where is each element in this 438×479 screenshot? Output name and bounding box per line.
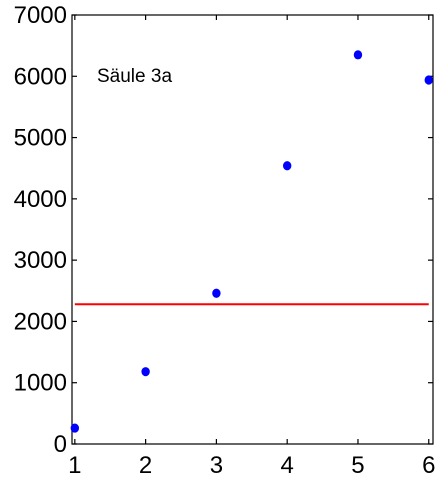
y-tick-label: 6000 bbox=[14, 63, 67, 90]
y-axis: 0 1000 2000 3000 4000 5000 6000 7000 bbox=[14, 2, 433, 458]
x-tick-label: 4 bbox=[281, 452, 294, 479]
x-tick-label: 2 bbox=[139, 452, 152, 479]
y-tick-label: 4000 bbox=[14, 186, 67, 213]
y-tick-label: 0 bbox=[54, 431, 67, 458]
data-point bbox=[70, 423, 80, 433]
series-layer bbox=[70, 50, 433, 433]
y-tick-label: 3000 bbox=[14, 247, 67, 274]
x-tick-label: 3 bbox=[210, 452, 223, 479]
data-point bbox=[282, 161, 292, 171]
x-axis: 1 2 3 4 5 6 bbox=[68, 15, 435, 479]
x-tick-label: 6 bbox=[422, 452, 435, 479]
data-point bbox=[141, 367, 150, 377]
x-tick-label: 5 bbox=[351, 452, 364, 479]
plot-frame bbox=[71, 14, 434, 445]
y-tick-label: 1000 bbox=[14, 370, 67, 397]
y-tick-label: 5000 bbox=[14, 125, 67, 152]
data-point bbox=[424, 75, 433, 85]
chart-annotation: Säule 3a bbox=[97, 66, 172, 87]
y-tick-label: 2000 bbox=[14, 308, 67, 335]
data-point bbox=[353, 50, 363, 60]
y-tick-label: 7000 bbox=[14, 2, 67, 29]
data-point bbox=[212, 288, 221, 298]
x-tick-label: 1 bbox=[68, 452, 81, 479]
